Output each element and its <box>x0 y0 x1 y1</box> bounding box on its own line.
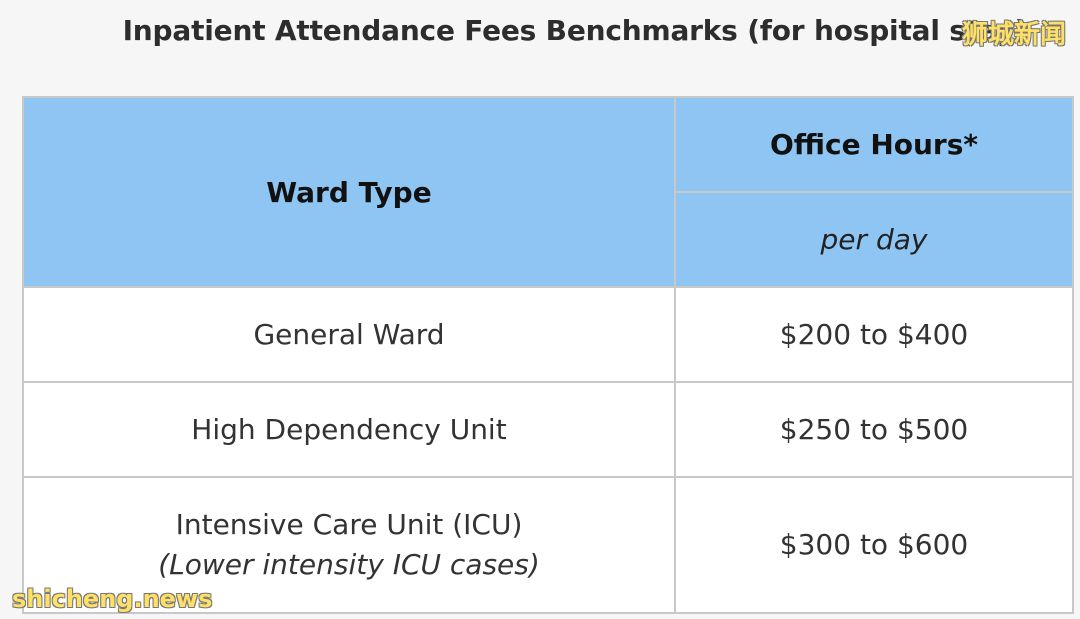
fee-cell: $300 to $600 <box>674 476 1074 614</box>
table-header-row: Ward Type Office Hours* <box>22 96 1074 288</box>
page-title: Inpatient Attendance Fees Benchmarks (fo… <box>122 14 1028 47</box>
ward-name: Intensive Care Unit (ICU) <box>175 508 523 541</box>
ward-cell: General Ward <box>22 286 676 383</box>
header-office-hours: Office Hours* <box>674 96 1074 193</box>
watermark-site: shicheng.news <box>12 585 213 613</box>
watermark-chinese: 狮城新闻 <box>961 20 1066 50</box>
fees-table-container: Ward Type Office Hours* per day General … <box>22 96 1074 614</box>
ward-cell: Intensive Care Unit (ICU) (Lower intensi… <box>22 476 676 614</box>
table-row: Intensive Care Unit (ICU) (Lower intensi… <box>22 476 1074 614</box>
fee-cell: $250 to $500 <box>674 381 1074 478</box>
ward-note: (Lower intensity ICU cases) <box>158 548 540 581</box>
header-per-day: per day <box>674 191 1074 288</box>
table-subheader-row: per day <box>23 191 1074 288</box>
ward-cell: High Dependency Unit <box>22 381 676 478</box>
fee-cell: $200 to $400 <box>674 286 1074 383</box>
table-row: High Dependency Unit $250 to $500 <box>22 381 1074 478</box>
table-row: General Ward $200 to $400 <box>22 286 1074 383</box>
fees-table: Ward Type Office Hours* per day General … <box>22 96 1074 614</box>
header-ward-type: Ward Type <box>22 96 676 288</box>
